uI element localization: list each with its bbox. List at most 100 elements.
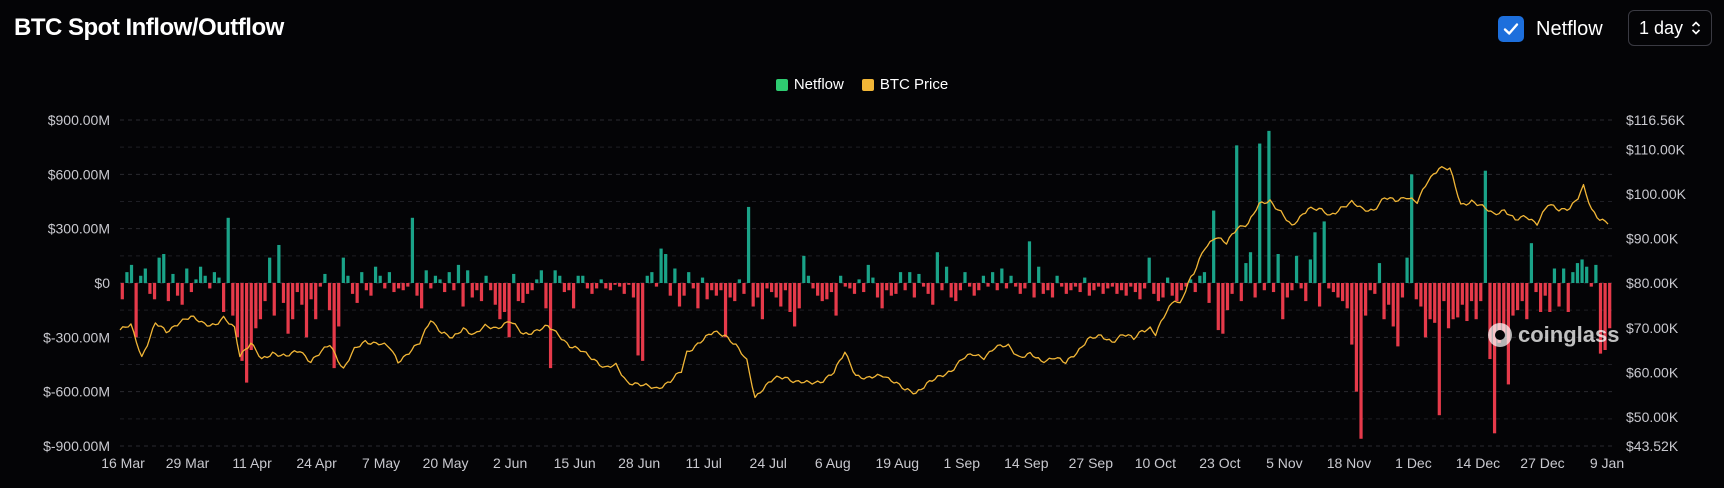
inflow-bar [194, 279, 198, 283]
outflow-bar [415, 283, 419, 296]
outflow-bar [1525, 283, 1529, 320]
inflow-bar [198, 266, 203, 283]
x-axis-tick-label: 5 Nov [1266, 455, 1303, 471]
inflow-bar [360, 272, 364, 283]
right-axis-tick-label: $60.00K [1626, 364, 1679, 380]
outflow-bar [452, 283, 456, 291]
outflow-bar [1414, 283, 1418, 300]
inflow-bar [1377, 263, 1382, 283]
inflow-bar [576, 275, 580, 283]
outflow-bar [1368, 283, 1372, 291]
outflow-bar [1184, 283, 1188, 287]
outflow-bar [1129, 283, 1133, 287]
outflow-bar [1341, 283, 1345, 302]
inflow-bar [1147, 257, 1151, 283]
left-axis-labels: $900.00M $600.00M $300.00M $0 $-300.00M $-600… [43, 112, 110, 454]
left-axis-tick-label: $-300.00M [43, 329, 110, 345]
outflow-bar [1492, 283, 1497, 434]
inflow-bar [1244, 263, 1248, 283]
right-axis-tick-label: $100.00K [1626, 186, 1687, 202]
watermark: coinglass [1488, 322, 1619, 348]
inflow-bar [664, 254, 668, 283]
btc-price-line [119, 166, 1609, 399]
interval-select[interactable]: 1 day [1628, 10, 1712, 46]
outflow-bar [1285, 283, 1289, 298]
left-axis-tick-label: $-900.00M [43, 438, 110, 454]
outflow-bar [300, 283, 304, 305]
inflow-bar [1562, 268, 1566, 283]
outflow-bar [571, 283, 576, 309]
legend-item-netflow[interactable]: Netflow [775, 76, 844, 93]
outflow-bar [355, 283, 359, 303]
outflow-bar [1350, 283, 1354, 345]
outflow-bar [769, 283, 774, 293]
inflow-bar [1083, 277, 1087, 283]
inflow-bar [1212, 210, 1216, 283]
left-axis-tick-label: $300.00M [48, 221, 110, 237]
outflow-bar [1469, 283, 1474, 302]
netflow-toggle[interactable]: Netflow [1498, 16, 1603, 42]
outflow-bar [1050, 283, 1055, 298]
x-axis-tick-label: 9 Jan [1590, 455, 1624, 471]
outflow-bar [903, 283, 907, 291]
outflow-bar [1221, 283, 1225, 334]
outflow-bar [834, 283, 838, 316]
x-axis-tick-label: 19 Aug [875, 455, 919, 471]
x-axis-tick-label: 1 Dec [1395, 455, 1432, 471]
outflow-bar [1101, 283, 1105, 294]
inflow-bar [143, 268, 147, 283]
outflow-bar [1603, 283, 1607, 351]
outflow-bar [627, 283, 631, 285]
outflow-bar [880, 283, 884, 309]
outflow-bar [1460, 283, 1464, 305]
inflow-bar [746, 206, 751, 283]
outflow-bar [1142, 283, 1147, 289]
outflow-bar [995, 283, 999, 291]
outflow-bar [668, 283, 672, 296]
netflow-checkbox[interactable] [1498, 16, 1524, 42]
outflow-bar [1345, 283, 1349, 309]
inflow-bar [991, 272, 995, 283]
outflow-bar [1539, 283, 1543, 312]
x-axis-tick-label: 28 Jun [618, 455, 660, 471]
outflow-bar [954, 283, 958, 302]
inflow-bar [802, 255, 806, 283]
legend-item-btc-price[interactable]: BTC Price [861, 76, 948, 93]
inflow-bar [1027, 241, 1032, 283]
outflow-bar [470, 283, 474, 298]
outflow-bar [1207, 283, 1211, 303]
outflow-bar [1437, 283, 1441, 416]
outflow-bar [516, 283, 520, 302]
outflow-bar [1014, 283, 1018, 287]
inflow-bar [1585, 266, 1589, 283]
outflow-bar [1387, 283, 1391, 305]
x-axis-labels: 16 Mar 29 Mar 11 Apr 24 Apr 7 May 20 May 2 Jun… [101, 455, 1624, 471]
right-axis-tick-label: $70.00K [1626, 320, 1679, 336]
outflow-bar [1446, 283, 1451, 329]
coinglass-logo-icon [1488, 323, 1512, 347]
inflow-bar [185, 268, 189, 283]
outflow-bar [1073, 283, 1078, 287]
inflow-bar [1235, 145, 1239, 283]
outflow-bar [1087, 283, 1091, 296]
x-axis-tick-label: 24 Apr [296, 455, 337, 471]
inflow-bar [599, 279, 603, 283]
outflow-bar [1396, 283, 1400, 347]
outflow-bar [825, 283, 829, 300]
outflow-bar [714, 283, 718, 296]
inflow-bar [346, 275, 350, 283]
outflow-bar [751, 283, 755, 307]
x-axis-tick-label: 14 Sep [1004, 455, 1049, 471]
inflow-bar [687, 272, 691, 283]
inflow-bar [512, 273, 516, 283]
outflow-bar [281, 283, 286, 303]
outflow-bar [742, 283, 746, 294]
outflow-bar [843, 283, 847, 287]
outflow-bar [972, 283, 976, 296]
outflow-bar [1502, 283, 1506, 334]
outflow-bar [1548, 283, 1552, 312]
outflow-bar [1557, 283, 1561, 307]
outflow-bar [231, 283, 235, 316]
legend-swatch-btc-price [861, 78, 874, 91]
inflow-bar [917, 273, 921, 283]
